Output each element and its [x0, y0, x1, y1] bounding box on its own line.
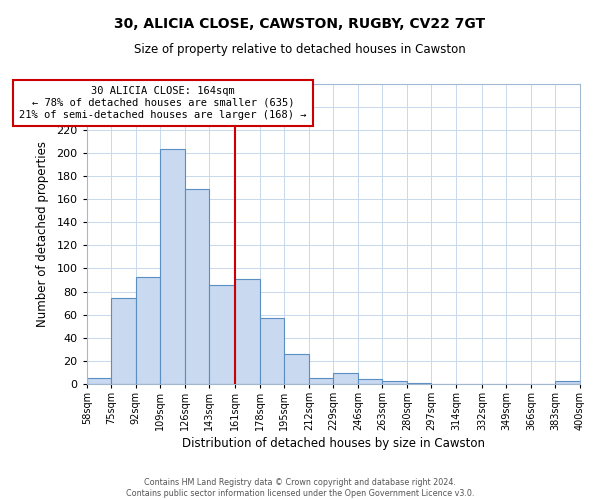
X-axis label: Distribution of detached houses by size in Cawston: Distribution of detached houses by size …: [182, 437, 485, 450]
Bar: [309, 378, 334, 384]
Text: 30, ALICIA CLOSE, CAWSTON, RUGBY, CV22 7GT: 30, ALICIA CLOSE, CAWSTON, RUGBY, CV22 7…: [115, 18, 485, 32]
Bar: [235, 279, 260, 384]
Bar: [284, 354, 309, 384]
Bar: [407, 382, 431, 384]
Text: Size of property relative to detached houses in Cawston: Size of property relative to detached ho…: [134, 42, 466, 56]
Bar: [382, 382, 407, 384]
Bar: [185, 189, 209, 384]
Bar: [334, 374, 358, 384]
Y-axis label: Number of detached properties: Number of detached properties: [37, 141, 49, 327]
Bar: [556, 382, 580, 384]
Bar: [260, 318, 284, 384]
Bar: [358, 379, 382, 384]
Text: 30 ALICIA CLOSE: 164sqm
← 78% of detached houses are smaller (635)
21% of semi-d: 30 ALICIA CLOSE: 164sqm ← 78% of detache…: [19, 86, 307, 120]
Text: Contains HM Land Registry data © Crown copyright and database right 2024.
Contai: Contains HM Land Registry data © Crown c…: [126, 478, 474, 498]
Bar: [86, 378, 111, 384]
Bar: [209, 284, 235, 384]
Bar: [160, 148, 185, 384]
Bar: [136, 276, 160, 384]
Bar: [111, 298, 136, 384]
